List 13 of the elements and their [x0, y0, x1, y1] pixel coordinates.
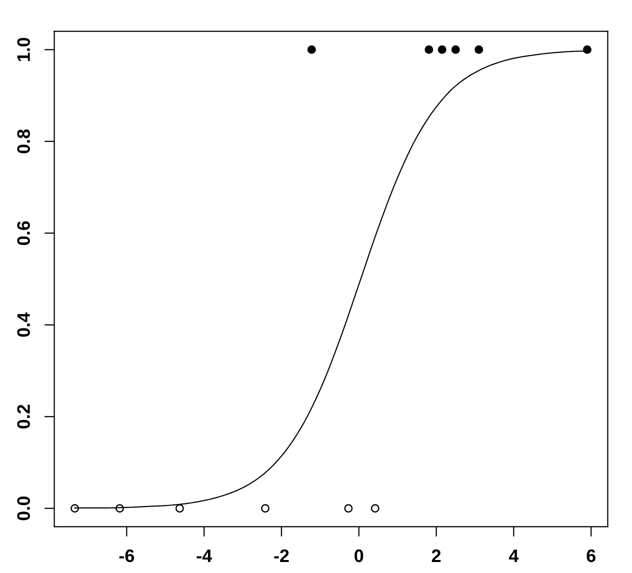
y-tick-label: 1.0 [17, 38, 30, 62]
y-tick-label: 0.4 [17, 312, 30, 337]
x-tick-label: -2 [274, 549, 289, 562]
y-tick-label: 0.2 [17, 404, 30, 428]
x-tick-label: -6 [119, 549, 134, 562]
y-tick-label: 0.0 [17, 496, 30, 520]
y-tick-label: 0.8 [17, 129, 30, 154]
x-tick-label: 4 [508, 550, 519, 562]
x-tick-label: 0 [354, 549, 364, 562]
x-tick-label: -4 [196, 550, 212, 562]
y-tick-label: 0.6 [17, 221, 30, 245]
x-tick-label: 2 [432, 549, 441, 562]
x-tick-label: 6 [586, 549, 596, 562]
